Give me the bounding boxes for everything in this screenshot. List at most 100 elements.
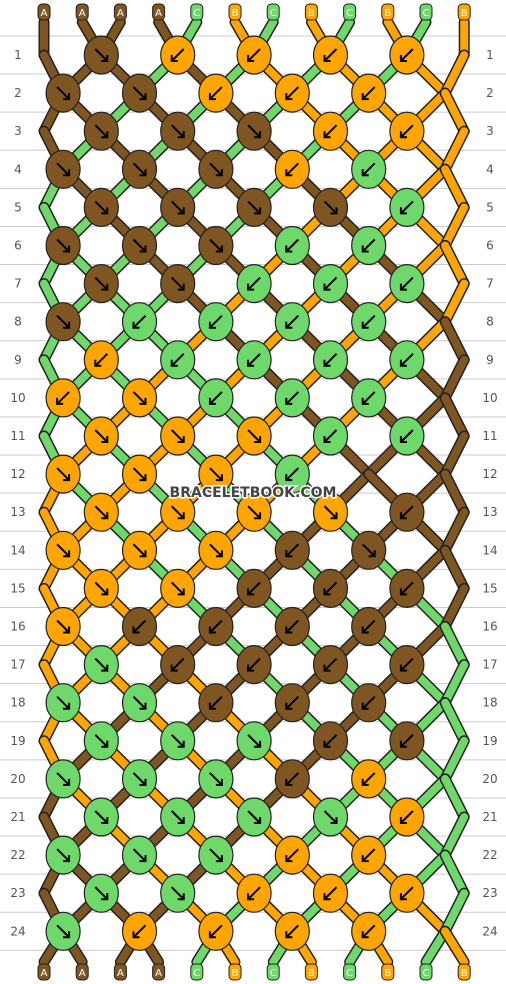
knot[interactable] (274, 835, 310, 875)
knot[interactable] (389, 568, 425, 609)
knot[interactable] (312, 873, 349, 913)
knot[interactable] (121, 683, 158, 723)
knot[interactable] (236, 416, 272, 456)
knot[interactable] (45, 225, 81, 266)
knot[interactable] (160, 797, 196, 837)
knot[interactable] (274, 911, 310, 951)
knot[interactable] (83, 264, 119, 304)
knot[interactable] (83, 492, 119, 532)
knot[interactable] (160, 187, 196, 227)
knot-layer[interactable] (45, 35, 425, 951)
knot[interactable] (160, 35, 196, 75)
knot[interactable] (45, 683, 81, 723)
knot[interactable] (160, 644, 196, 685)
knot[interactable] (312, 644, 349, 685)
knot[interactable] (236, 111, 272, 151)
knot[interactable] (45, 759, 81, 799)
knot[interactable] (351, 73, 387, 113)
knot[interactable] (121, 378, 158, 418)
knot[interactable] (236, 721, 272, 761)
knot[interactable] (121, 835, 158, 875)
knot[interactable] (198, 530, 234, 570)
knot[interactable] (121, 149, 158, 189)
knot[interactable] (274, 73, 310, 113)
knot[interactable] (198, 759, 234, 799)
knot[interactable] (83, 340, 119, 380)
knot[interactable] (236, 873, 272, 913)
knot[interactable] (45, 302, 81, 342)
knot[interactable] (45, 835, 81, 875)
knot[interactable] (351, 302, 387, 342)
knot[interactable] (389, 797, 425, 837)
knot[interactable] (121, 759, 158, 799)
knot[interactable] (45, 606, 81, 647)
knot[interactable] (236, 35, 272, 75)
knot[interactable] (274, 683, 310, 723)
knot[interactable] (351, 225, 387, 266)
knot[interactable] (198, 73, 234, 113)
knot[interactable] (236, 797, 272, 837)
knot[interactable] (160, 416, 196, 456)
knot[interactable] (312, 721, 349, 761)
knot[interactable] (351, 378, 387, 418)
knot[interactable] (198, 225, 234, 266)
knot[interactable] (236, 644, 272, 685)
knot[interactable] (389, 492, 425, 532)
knot[interactable] (121, 530, 158, 570)
knot[interactable] (83, 568, 119, 609)
knot[interactable] (160, 873, 196, 913)
knot[interactable] (83, 187, 119, 227)
knot[interactable] (198, 683, 234, 723)
knot[interactable] (274, 302, 310, 342)
knot[interactable] (274, 759, 310, 799)
knot[interactable] (274, 225, 310, 266)
knot[interactable] (274, 530, 310, 570)
knot[interactable] (312, 797, 349, 837)
knot[interactable] (274, 454, 310, 494)
knot[interactable] (121, 73, 158, 113)
knot[interactable] (389, 340, 425, 380)
knot[interactable] (236, 264, 272, 304)
knot[interactable] (121, 454, 158, 494)
knot[interactable] (160, 111, 196, 151)
knot[interactable] (198, 606, 234, 647)
knot[interactable] (351, 911, 387, 951)
knot[interactable] (389, 644, 425, 685)
knot[interactable] (160, 264, 196, 304)
knot[interactable] (198, 149, 234, 189)
knot[interactable] (45, 454, 81, 494)
knot[interactable] (198, 835, 234, 875)
knot[interactable] (83, 797, 119, 837)
knot[interactable] (351, 606, 387, 647)
knot[interactable] (312, 264, 349, 304)
knot[interactable] (351, 759, 387, 799)
knot[interactable] (121, 302, 158, 342)
knot[interactable] (45, 73, 81, 113)
knot[interactable] (312, 111, 349, 151)
knot[interactable] (274, 378, 310, 418)
knot[interactable] (45, 911, 81, 951)
knot[interactable] (312, 340, 349, 380)
knot[interactable] (312, 568, 349, 609)
knot[interactable] (389, 111, 425, 151)
knot[interactable] (45, 378, 81, 418)
knot[interactable] (45, 149, 81, 189)
knot[interactable] (274, 149, 310, 189)
knot[interactable] (351, 835, 387, 875)
knot[interactable] (83, 416, 119, 456)
knot[interactable] (389, 721, 425, 761)
knot[interactable] (160, 568, 196, 609)
knot[interactable] (83, 644, 119, 685)
knot[interactable] (198, 302, 234, 342)
knot[interactable] (236, 187, 272, 227)
knot[interactable] (83, 111, 119, 151)
knot[interactable] (312, 35, 349, 75)
knot[interactable] (121, 225, 158, 266)
knot[interactable] (236, 492, 272, 532)
knot[interactable] (389, 187, 425, 227)
knot[interactable] (83, 873, 119, 913)
knot[interactable] (236, 568, 272, 609)
knot[interactable] (160, 340, 196, 380)
knot[interactable] (312, 416, 349, 456)
knot[interactable] (236, 340, 272, 380)
